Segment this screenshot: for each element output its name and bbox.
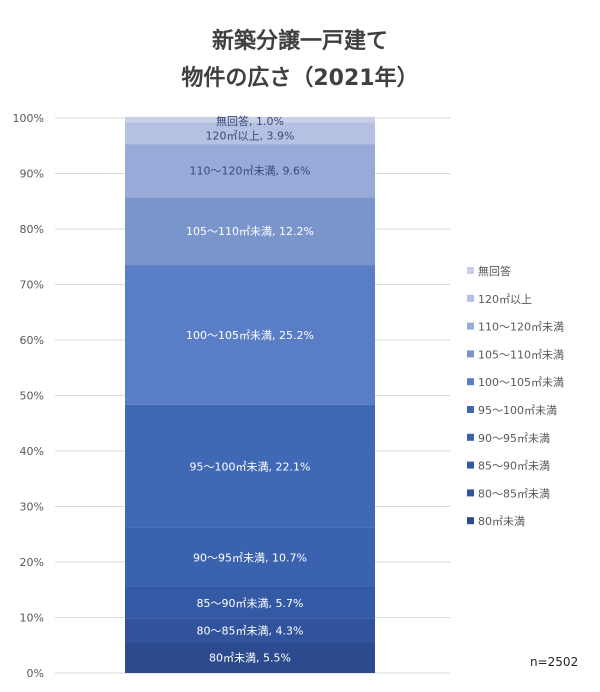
legend-swatch — [467, 267, 474, 274]
data-label: 80～85㎡未満, 4.3% — [197, 625, 304, 638]
data-label: 120㎡以上, 3.9% — [206, 129, 295, 142]
data-label: 90～95㎡未満, 10.7% — [193, 551, 307, 564]
y-tick-label: 60% — [20, 334, 44, 347]
legend-swatch — [467, 294, 474, 302]
y-tick-label: 80% — [20, 223, 44, 236]
data-label: 105～110㎡未満, 12.2% — [186, 225, 314, 238]
bar-segment — [125, 197, 375, 266]
legend-label: 80～85㎡未満 — [478, 487, 550, 500]
data-label: 95～100㎡未満, 22.1% — [190, 460, 311, 473]
legend-swatch — [467, 489, 474, 497]
bar-segment — [125, 116, 375, 123]
bar-segment — [125, 265, 375, 405]
legend-label: 無回答 — [478, 264, 511, 278]
legend-label: 90～95㎡未満 — [478, 432, 550, 445]
bar-segment — [125, 404, 375, 528]
y-tick-label: 0% — [27, 667, 44, 680]
data-label: 100～105㎡未満, 25.2% — [186, 329, 314, 342]
legend-label: 110～120㎡未満 — [478, 321, 564, 334]
chart-title-line: 新築分譲一戸建て — [212, 28, 388, 54]
bar-segment — [125, 618, 375, 643]
bar-segment — [125, 586, 375, 619]
chart-title-line: 物件の広さ（2021年） — [181, 65, 418, 91]
legend-label: 100～105㎡未満 — [478, 376, 564, 389]
legend-label: 105～110㎡未満 — [478, 348, 564, 361]
y-tick-label: 90% — [20, 168, 44, 181]
legend-swatch — [467, 406, 474, 413]
sample-size-annotation: n=2502 — [530, 655, 578, 669]
bar-segment — [125, 527, 375, 587]
legend-swatch — [467, 517, 474, 525]
y-tick-label: 100% — [13, 112, 44, 125]
legend-swatch — [467, 461, 474, 469]
data-label: 110～120㎡未満, 9.6% — [190, 165, 311, 178]
data-label: 無回答, 1.0% — [216, 114, 284, 128]
bar-segment — [125, 144, 375, 198]
y-tick-label: 40% — [20, 445, 44, 458]
legend-swatch — [467, 378, 474, 386]
y-tick-label: 20% — [20, 556, 44, 569]
legend-swatch — [467, 322, 474, 330]
y-tick-label: 10% — [20, 612, 44, 625]
y-tick-label: 70% — [20, 279, 44, 292]
legend-label: 80㎡未満 — [478, 515, 525, 528]
legend-label: 120㎡以上 — [478, 293, 532, 306]
legend-swatch — [467, 433, 474, 441]
bar-segment — [125, 122, 375, 145]
data-label: 85～90㎡未満, 5.7% — [197, 597, 304, 610]
y-tick-label: 30% — [20, 501, 44, 514]
data-label: 80㎡未満, 5.5% — [209, 652, 291, 665]
legend-swatch — [467, 350, 474, 358]
legend-label: 85～90㎡未満 — [478, 460, 550, 473]
legend-label: 95～100㎡未満 — [478, 404, 557, 417]
bar-segment — [125, 642, 375, 673]
y-tick-label: 50% — [20, 390, 44, 403]
